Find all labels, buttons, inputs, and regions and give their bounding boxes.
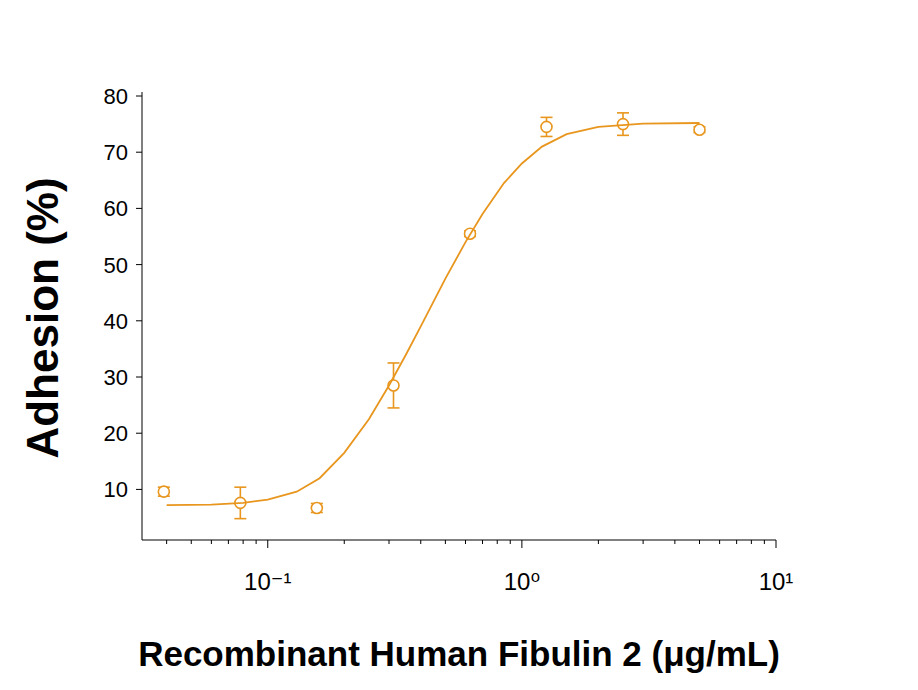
x-minor-tick xyxy=(211,540,212,544)
y-tick-label: 10 xyxy=(104,477,128,502)
x-tick xyxy=(521,540,522,548)
x-minor-tick xyxy=(191,540,192,544)
error-cap xyxy=(617,135,629,137)
fit-curve xyxy=(167,123,700,505)
x-minor-tick xyxy=(344,540,345,544)
y-tick-label: 50 xyxy=(104,253,128,278)
x-minor-tick xyxy=(751,540,752,544)
x-axis-label: Recombinant Human Fibulin 2 (μg/mL) xyxy=(138,634,780,673)
x-minor-tick xyxy=(764,540,765,544)
data-point xyxy=(694,124,705,135)
error-cap xyxy=(541,117,553,119)
x-minor-tick xyxy=(166,540,167,544)
y-tick-label: 40 xyxy=(104,309,128,334)
x-minor-tick xyxy=(510,540,511,544)
y-tick-label: 60 xyxy=(104,196,128,221)
x-tick-label: 10¹ xyxy=(759,568,794,595)
y-axis-line xyxy=(142,92,143,540)
y-tick xyxy=(136,433,142,434)
x-minor-tick xyxy=(674,540,675,544)
error-cap xyxy=(234,518,246,520)
y-tick xyxy=(136,152,142,153)
y-tick-label: 20 xyxy=(104,421,128,446)
axes: 10 20 30 40 50 60 70 80 10⁻¹ 10⁰ 10¹ xyxy=(104,84,794,595)
y-tick xyxy=(136,320,142,321)
x-minor-tick xyxy=(389,540,390,544)
plot-area xyxy=(158,113,706,519)
x-minor-tick xyxy=(719,540,720,544)
x-axis-line xyxy=(142,540,776,541)
x-minor-tick xyxy=(497,540,498,544)
error-cap xyxy=(617,112,629,114)
y-tick xyxy=(136,96,142,97)
x-tick-label: 10⁻¹ xyxy=(244,568,291,595)
x-minor-tick xyxy=(420,540,421,544)
y-tick xyxy=(136,489,142,490)
data-point xyxy=(311,502,322,513)
x-minor-tick xyxy=(256,540,257,544)
y-axis-label: Adhesion (%) xyxy=(18,177,67,458)
x-minor-tick xyxy=(598,540,599,544)
x-tick xyxy=(776,540,777,548)
y-tick-label: 30 xyxy=(104,365,128,390)
x-tick xyxy=(267,540,268,548)
y-tick xyxy=(136,264,142,265)
x-minor-tick xyxy=(445,540,446,544)
error-cap xyxy=(541,136,553,138)
data-point xyxy=(541,121,552,132)
x-minor-tick xyxy=(465,540,466,544)
y-tick xyxy=(136,208,142,209)
chart: 10 20 30 40 50 60 70 80 10⁻¹ 10⁰ 10¹ Adhesion (%) Re… xyxy=(0,0,918,690)
error-cap xyxy=(234,486,246,488)
x-minor-tick xyxy=(243,540,244,544)
error-cap xyxy=(388,362,400,364)
error-bar xyxy=(541,117,553,136)
y-tick-label: 80 xyxy=(104,84,128,109)
x-minor-tick xyxy=(482,540,483,544)
y-tick xyxy=(136,377,142,378)
x-minor-tick xyxy=(699,540,700,544)
error-cap xyxy=(388,407,400,409)
y-tick-label: 70 xyxy=(104,140,128,165)
x-minor-tick xyxy=(228,540,229,544)
x-tick-label: 10⁰ xyxy=(504,568,540,595)
x-minor-tick xyxy=(736,540,737,544)
x-minor-tick xyxy=(643,540,644,544)
data-point xyxy=(158,486,169,497)
